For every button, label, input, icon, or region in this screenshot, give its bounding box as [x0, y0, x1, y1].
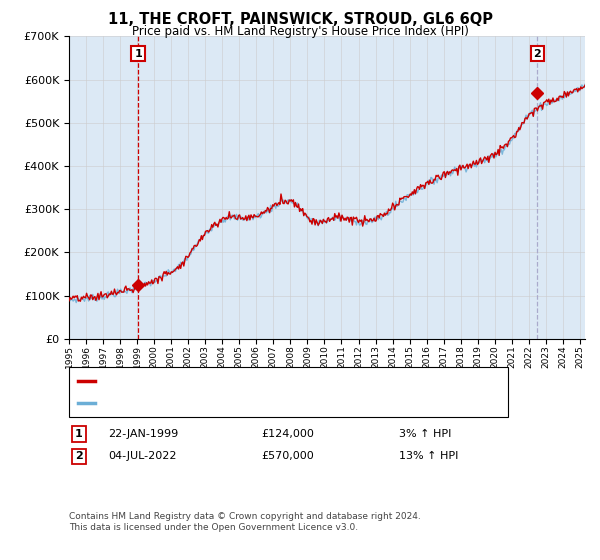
Text: 2: 2 [533, 49, 541, 59]
Text: 11, THE CROFT, PAINSWICK, STROUD, GL6 6QP: 11, THE CROFT, PAINSWICK, STROUD, GL6 6Q… [107, 12, 493, 27]
Text: 13% ↑ HPI: 13% ↑ HPI [399, 451, 458, 461]
Text: 3% ↑ HPI: 3% ↑ HPI [399, 429, 451, 439]
Text: 22-JAN-1999: 22-JAN-1999 [108, 429, 178, 439]
Text: 1: 1 [134, 49, 142, 59]
Text: 11, THE CROFT, PAINSWICK, STROUD, GL6 6QP (detached house): 11, THE CROFT, PAINSWICK, STROUD, GL6 6Q… [99, 376, 438, 386]
Text: 1: 1 [75, 429, 83, 439]
Text: 04-JUL-2022: 04-JUL-2022 [108, 451, 176, 461]
Text: HPI: Average price, detached house, Stroud: HPI: Average price, detached house, Stro… [99, 398, 326, 408]
Text: £570,000: £570,000 [261, 451, 314, 461]
Text: Contains HM Land Registry data © Crown copyright and database right 2024.
This d: Contains HM Land Registry data © Crown c… [69, 512, 421, 532]
Text: 2: 2 [75, 451, 83, 461]
Text: Price paid vs. HM Land Registry's House Price Index (HPI): Price paid vs. HM Land Registry's House … [131, 25, 469, 38]
Text: £124,000: £124,000 [261, 429, 314, 439]
